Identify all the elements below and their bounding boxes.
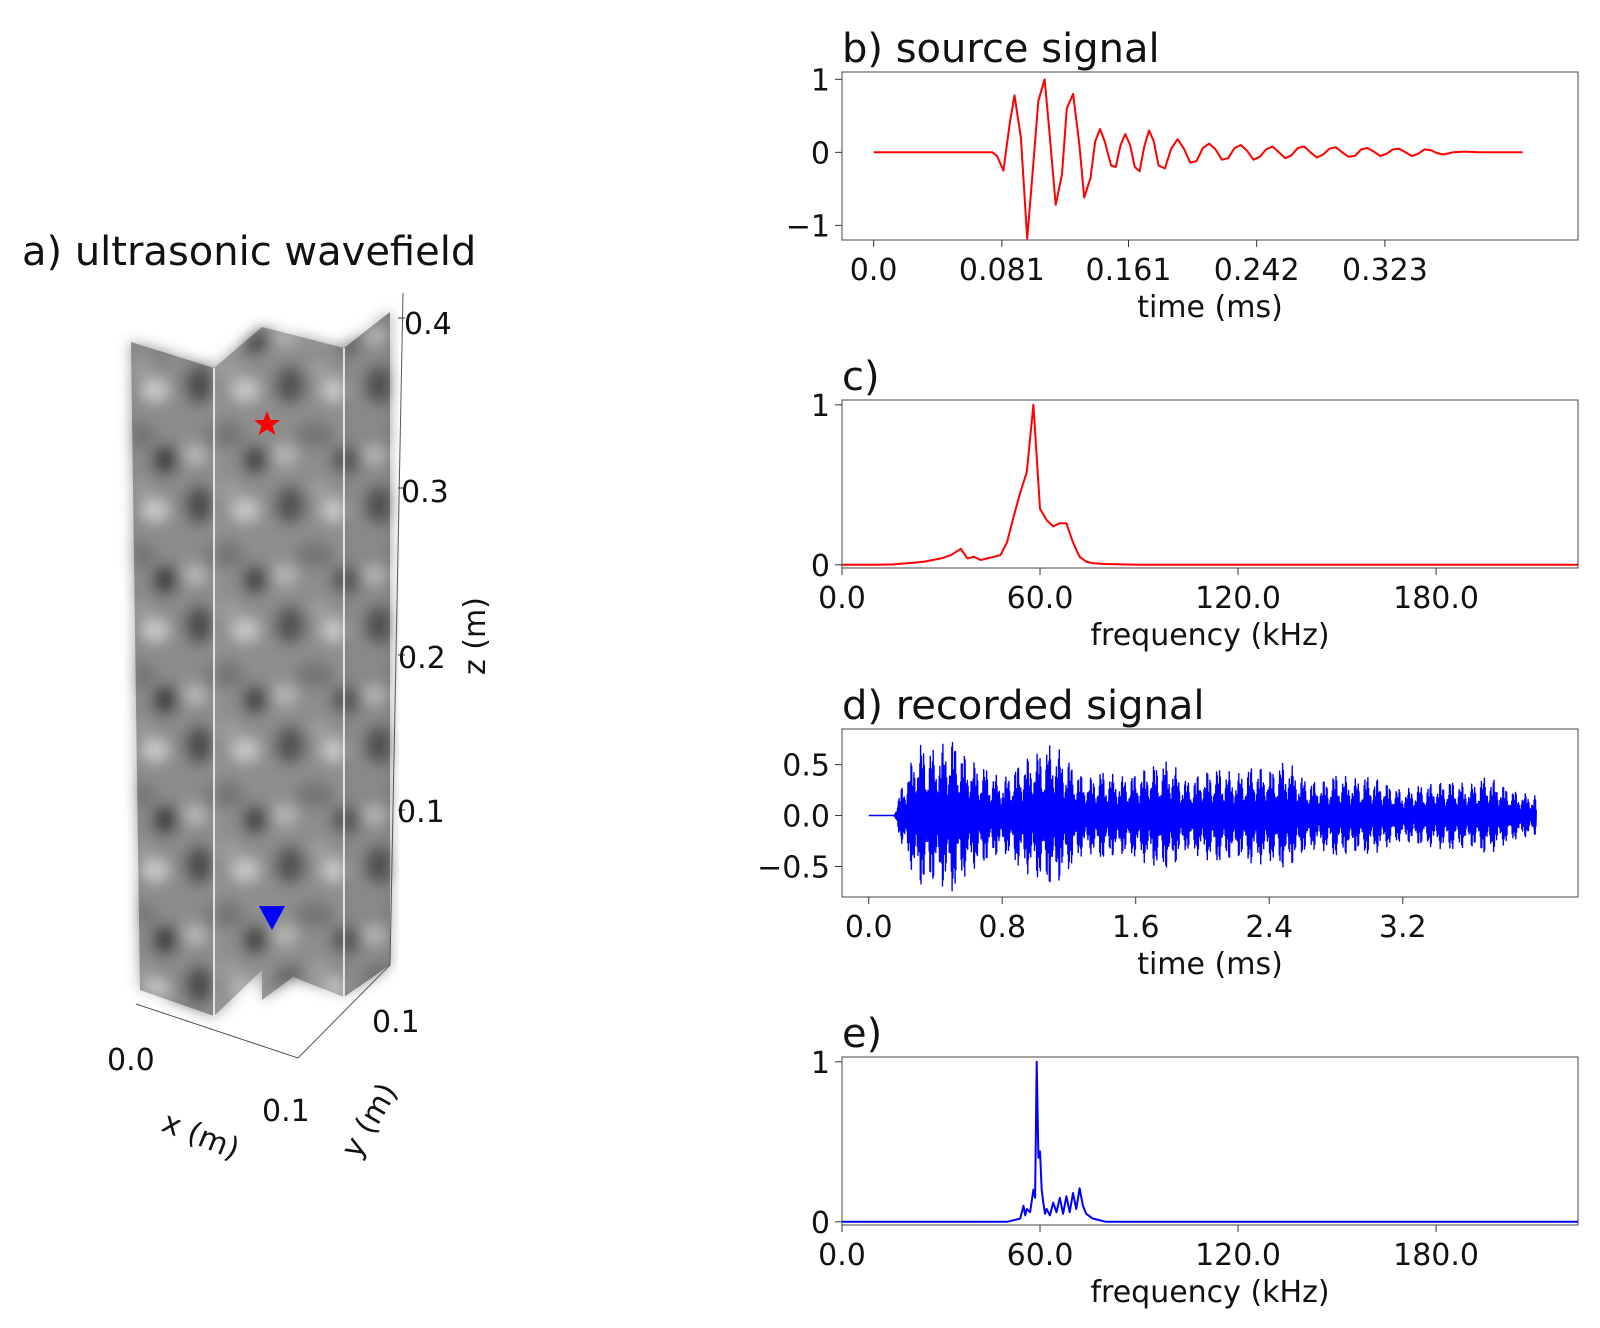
plot-frame [841, 1056, 1579, 1226]
chart-title: e) [842, 1011, 882, 1057]
y-tick-label: 0 [811, 1206, 830, 1241]
x-axis-label: x (m) [157, 1105, 244, 1167]
x-tick-label: 120.0 [1195, 1238, 1281, 1273]
plot-frame [841, 728, 1579, 898]
x-tick-label: 0.323 [1342, 253, 1428, 288]
x-tick-label: 2.4 [1245, 910, 1293, 945]
x-tick-label: 120.0 [1195, 581, 1281, 616]
y-axis-label: y (m) [335, 1077, 405, 1164]
x-tick-label: 1.6 [1112, 910, 1160, 945]
panel-e-recorded-spectrum-chart: e) 0.0 60.0 120.0 180.0 1 0 frequency (kHz) [811, 1011, 1579, 1310]
x-tick-label: 0.0 [107, 1043, 155, 1078]
chart-title: d) recorded signal [842, 683, 1205, 729]
x-tick-label: 0.0 [845, 910, 893, 945]
x-tick-label: 180.0 [1393, 581, 1479, 616]
plot-frame [841, 399, 1579, 569]
x-axis-label: time (ms) [1137, 290, 1283, 325]
x-tick-label: 60.0 [1007, 581, 1074, 616]
y-tick-label: 0.5 [782, 749, 830, 784]
x-axis-label: frequency (kHz) [1090, 1275, 1329, 1310]
x-tick-label: 0.0 [818, 581, 866, 616]
z-tick-label: 0.3 [401, 475, 449, 510]
y-tick-label: 0 [811, 549, 830, 584]
source-star-icon [254, 411, 280, 435]
wavefield-face-left [131, 342, 214, 1016]
chart-title: b) source signal [842, 26, 1160, 72]
y-tick-label: −1 [786, 209, 830, 244]
series-line [873, 78, 1523, 240]
panel-c-source-spectrum-chart: c) 0.0 60.0 120.0 180.0 1 0 frequency (kHz) [811, 354, 1579, 653]
y-tick-label: 0.0 [782, 800, 830, 835]
z-axis: 0.4 0.3 0.2 0.1 z (m) [389, 292, 493, 966]
panel-a-title: a) ultrasonic wavefield [22, 229, 476, 275]
y-axis: 0.1 y (m) [297, 964, 420, 1164]
y-tick-label: 1 [811, 389, 830, 424]
chart-title: c) [842, 354, 880, 400]
y-tick-label: −0.5 [757, 850, 830, 885]
receiver-triangle-icon [259, 906, 285, 930]
x-tick-label: 180.0 [1393, 1238, 1479, 1273]
y-tick-label: 0.1 [372, 1005, 420, 1040]
series-line [842, 1060, 1578, 1223]
x-tick-label: 0.081 [959, 253, 1045, 288]
x-tick-label: 0.1 [262, 1094, 310, 1129]
x-tick-label: 60.0 [1007, 1238, 1074, 1273]
x-tick-label: 0.161 [1086, 253, 1172, 288]
x-axis-label: frequency (kHz) [1090, 618, 1329, 653]
panel-a-wavefield: a) ultrasonic wavefield [22, 229, 493, 1167]
x-tick-label: 0.0 [818, 1238, 866, 1273]
z-tick-label: 0.2 [398, 641, 446, 676]
x-tick-label: 0.0 [850, 253, 898, 288]
x-axis-label: time (ms) [1137, 947, 1283, 982]
plot-frame [841, 71, 1579, 241]
x-tick-label: 0.8 [978, 910, 1026, 945]
series-line [842, 403, 1578, 566]
x-axis: 0.0 0.1 x (m) [107, 1003, 310, 1167]
y-tick-label: 1 [811, 1046, 830, 1081]
y-tick-label: 1 [811, 63, 830, 98]
x-tick-label: 0.242 [1214, 253, 1300, 288]
series-line [868, 741, 1537, 892]
y-tick-label: 0 [811, 136, 830, 171]
z-tick-label: 0.1 [397, 795, 445, 830]
z-tick-label: 0.4 [404, 307, 452, 342]
x-tick-label: 3.2 [1379, 910, 1427, 945]
z-axis-label: z (m) [458, 597, 493, 675]
panel-b-source-signal-chart: b) source signal 0.0 0.081 0.161 0.242 0.323 1… [786, 26, 1579, 325]
wavefield-face-right [344, 312, 390, 997]
wavefield-face-middle [214, 327, 344, 1016]
